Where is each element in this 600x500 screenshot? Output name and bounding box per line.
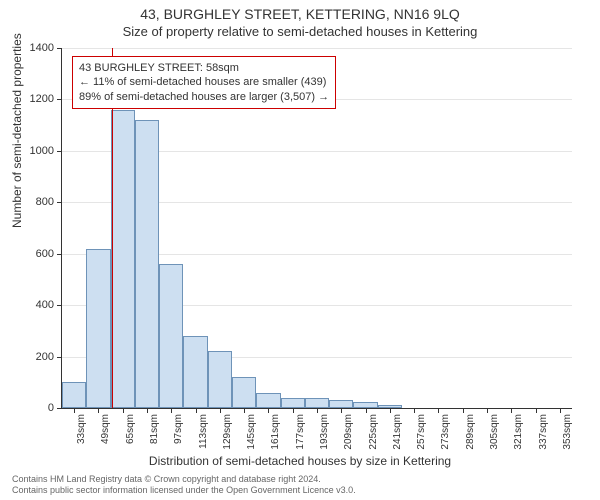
x-tick-label: 257sqm	[416, 414, 427, 454]
x-axis-title: Distribution of semi-detached houses by …	[0, 454, 600, 468]
y-tick	[57, 357, 62, 358]
y-tick	[57, 408, 62, 409]
y-tick-label: 1000	[0, 145, 54, 157]
histogram-bar	[208, 351, 232, 408]
y-tick-label: 800	[0, 196, 54, 208]
x-tick	[438, 408, 439, 413]
x-tick-label: 337sqm	[538, 414, 549, 454]
x-tick	[463, 408, 464, 413]
x-tick	[366, 408, 367, 413]
y-tick	[57, 305, 62, 306]
y-tick	[57, 48, 62, 49]
x-tick	[487, 408, 488, 413]
x-tick-label: 289sqm	[465, 414, 476, 454]
x-tick-label: 145sqm	[246, 414, 257, 454]
x-tick-label: 161sqm	[270, 414, 281, 454]
histogram-bar	[281, 398, 305, 408]
footer-line-2: Contains public sector information licen…	[12, 485, 356, 496]
y-tick	[57, 99, 62, 100]
histogram-bar	[62, 382, 86, 408]
y-axis-line	[61, 48, 62, 408]
histogram-bar	[183, 336, 207, 408]
x-tick-label: 97sqm	[173, 414, 184, 454]
annotation-box: 43 BURGHLEY STREET: 58sqm← 11% of semi-d…	[72, 56, 336, 109]
x-tick-label: 33sqm	[76, 414, 87, 454]
x-tick	[317, 408, 318, 413]
y-tick-label: 600	[0, 248, 54, 260]
y-tick-label: 400	[0, 299, 54, 311]
footer-line-1: Contains HM Land Registry data © Crown c…	[12, 474, 356, 485]
y-tick	[57, 151, 62, 152]
grid-line	[62, 48, 572, 49]
x-tick	[74, 408, 75, 413]
y-tick	[57, 254, 62, 255]
x-tick	[293, 408, 294, 413]
histogram-bar	[111, 110, 135, 408]
x-tick-label: 305sqm	[489, 414, 500, 454]
x-tick-label: 129sqm	[222, 414, 233, 454]
y-tick	[57, 202, 62, 203]
annotation-line: 43 BURGHLEY STREET: 58sqm	[79, 61, 329, 75]
x-tick-label: 81sqm	[149, 414, 160, 454]
x-tick	[123, 408, 124, 413]
x-tick	[171, 408, 172, 413]
y-tick-label: 0	[0, 402, 54, 414]
histogram-bar	[329, 400, 353, 408]
x-tick	[341, 408, 342, 413]
footer-attribution: Contains HM Land Registry data © Crown c…	[12, 474, 356, 497]
x-tick-label: 193sqm	[319, 414, 330, 454]
x-tick-label: 209sqm	[343, 414, 354, 454]
x-tick	[268, 408, 269, 413]
x-tick-label: 273sqm	[440, 414, 451, 454]
histogram-bar	[159, 264, 183, 408]
x-tick-label: 113sqm	[198, 414, 209, 454]
y-tick-label: 200	[0, 351, 54, 363]
x-tick	[147, 408, 148, 413]
x-tick	[511, 408, 512, 413]
x-tick-label: 321sqm	[513, 414, 524, 454]
x-tick	[244, 408, 245, 413]
x-tick	[98, 408, 99, 413]
x-tick-label: 177sqm	[295, 414, 306, 454]
annotation-line: ← 11% of semi-detached houses are smalle…	[79, 75, 329, 89]
x-tick	[414, 408, 415, 413]
x-tick	[220, 408, 221, 413]
x-tick-label: 241sqm	[392, 414, 403, 454]
histogram-bar	[86, 249, 110, 408]
plot-area: 43 BURGHLEY STREET: 58sqm← 11% of semi-d…	[62, 48, 572, 408]
histogram-bar	[256, 393, 280, 408]
x-tick-label: 65sqm	[125, 414, 136, 454]
x-tick-label: 225sqm	[368, 414, 379, 454]
histogram-bar	[232, 377, 256, 408]
x-tick-label: 49sqm	[100, 414, 111, 454]
x-tick	[536, 408, 537, 413]
x-tick-label: 353sqm	[562, 414, 573, 454]
y-tick-label: 1200	[0, 93, 54, 105]
chart-container: 43, BURGHLEY STREET, KETTERING, NN16 9LQ…	[0, 0, 600, 500]
x-tick	[390, 408, 391, 413]
chart-subtitle: Size of property relative to semi-detach…	[0, 22, 600, 39]
x-tick	[196, 408, 197, 413]
y-tick-label: 1400	[0, 42, 54, 54]
x-tick	[560, 408, 561, 413]
histogram-bar	[305, 398, 329, 408]
annotation-line: 89% of semi-detached houses are larger (…	[79, 90, 329, 104]
histogram-bar	[135, 120, 159, 408]
chart-title: 43, BURGHLEY STREET, KETTERING, NN16 9LQ	[0, 0, 600, 22]
